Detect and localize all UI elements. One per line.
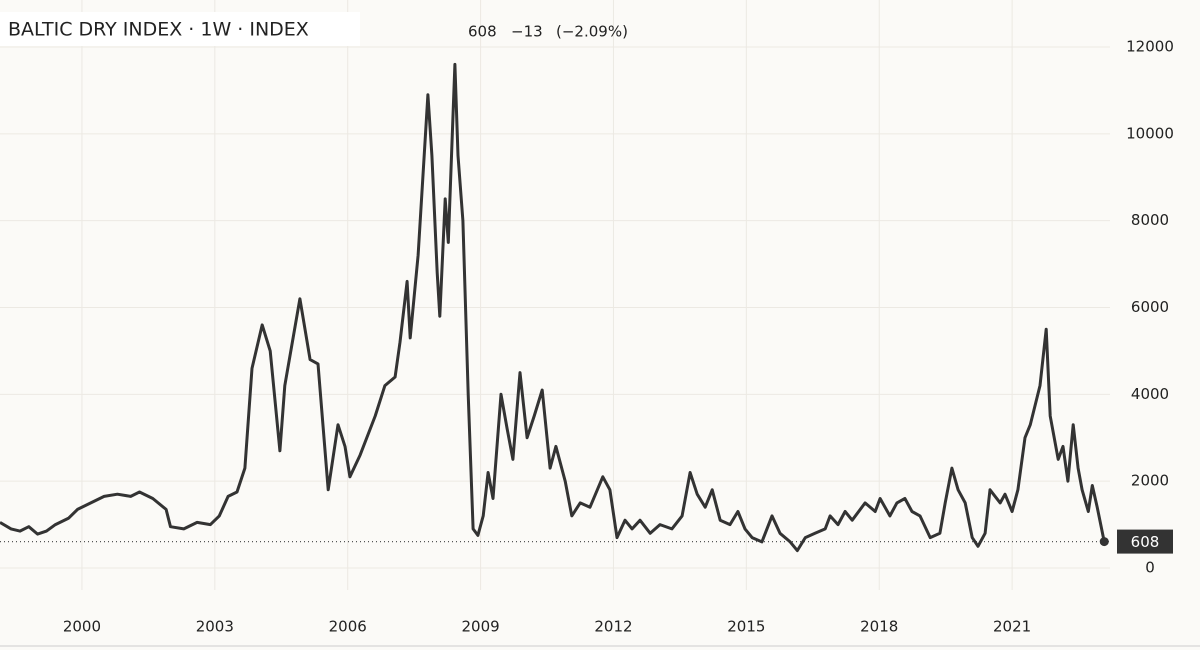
y-tick-label: 2000: [1131, 472, 1169, 490]
y-tick-label: 8000: [1131, 211, 1169, 229]
x-tick-label: 2000: [63, 618, 101, 636]
x-tick-label: 2012: [594, 618, 632, 636]
y-tick-label: 4000: [1131, 385, 1169, 403]
x-tick-label: 2021: [993, 618, 1031, 636]
y-tick-label: 12000: [1126, 37, 1174, 55]
y-tick-label: 6000: [1131, 298, 1169, 316]
change-pct: (−2.09%): [556, 23, 628, 41]
last-point: [1099, 537, 1109, 547]
x-tick-label: 2009: [461, 618, 499, 636]
x-tick-label: 2015: [727, 618, 765, 636]
change: −13: [511, 23, 543, 41]
x-tick-label: 2006: [329, 618, 367, 636]
chart-title: BALTIC DRY INDEX · 1W · INDEX: [8, 19, 309, 41]
price-tag: [1117, 529, 1173, 554]
x-tick-label: 2018: [860, 618, 898, 636]
last-value: 608: [468, 23, 497, 41]
y-tick-label: 0: [1145, 558, 1155, 576]
price-tag-label: 608: [1131, 533, 1160, 551]
y-tick-label: 10000: [1126, 124, 1174, 142]
title-bg: [0, 12, 360, 46]
price-line: [0, 62, 1106, 553]
x-tick-label: 2003: [196, 618, 234, 636]
